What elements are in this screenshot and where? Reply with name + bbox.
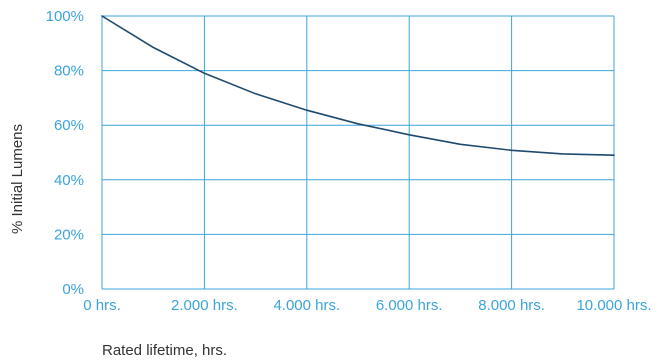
- y-tick-label: 60%: [54, 117, 84, 134]
- x-tick-label: 0 hrs.: [83, 297, 121, 314]
- x-axis-title: Rated lifetime, hrs.: [102, 342, 227, 359]
- y-axis-tick-labels: 0% 20% 40% 60% 80% 100%: [46, 8, 84, 298]
- y-tick-label: 0%: [62, 281, 84, 298]
- grid: [101, 15, 615, 290]
- y-tick-label: 20%: [54, 226, 84, 243]
- lumen-depreciation-line: [101, 15, 615, 156]
- x-tick-label: 6.000 hrs.: [376, 297, 443, 314]
- y-tick-label: 40%: [54, 172, 84, 189]
- x-tick-label: 4.000 hrs.: [273, 297, 340, 314]
- y-axis-title: % Initial Lumens: [9, 124, 26, 234]
- x-tick-label: 10.000 hrs.: [576, 297, 651, 314]
- y-tick-label: 100%: [46, 8, 84, 25]
- y-tick-label: 80%: [54, 63, 84, 80]
- x-axis-tick-labels: 0 hrs. 2.000 hrs. 4.000 hrs. 6.000 hrs. 8.00…: [83, 297, 651, 314]
- x-tick-label: 2.000 hrs.: [171, 297, 238, 314]
- x-tick-label: 8.000 hrs.: [478, 297, 545, 314]
- series: [101, 15, 615, 156]
